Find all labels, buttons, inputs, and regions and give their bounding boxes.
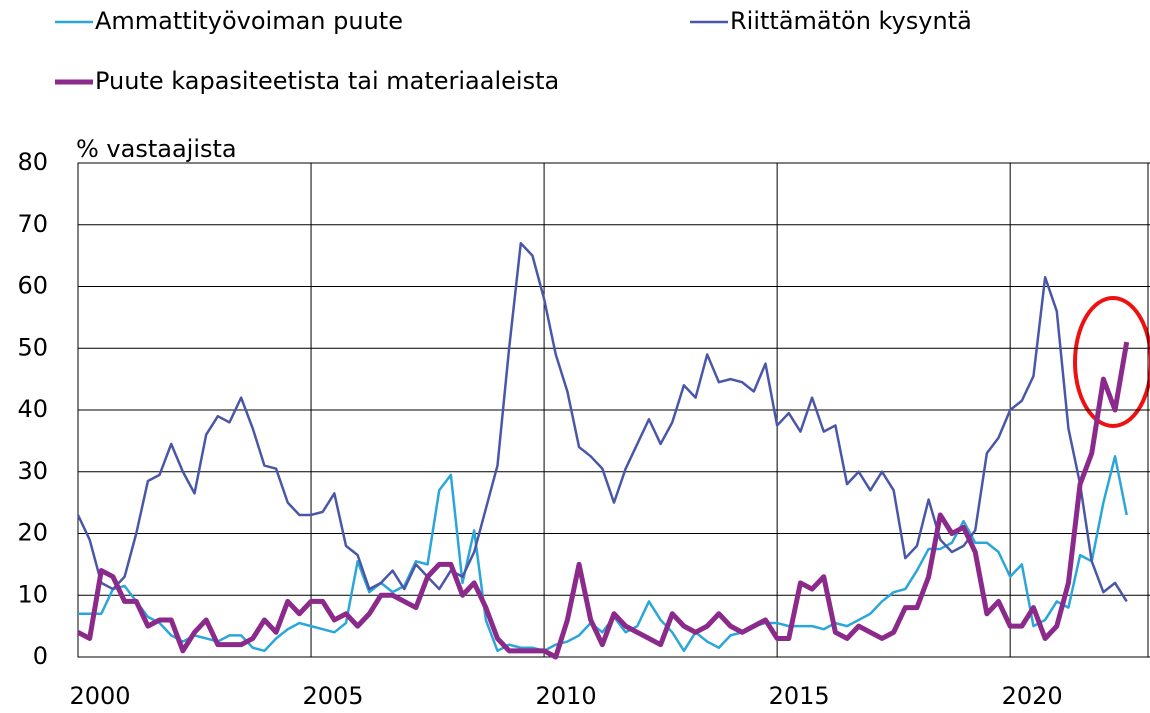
y-axis-label: % vastaajista <box>76 135 237 163</box>
x-tick-label: 2015 <box>769 682 830 710</box>
legend-label: Ammattityövoiman puute <box>95 7 403 35</box>
legend-label: Puute kapasiteetista tai materiaaleista <box>95 67 559 95</box>
y-tick-label: 60 <box>17 272 48 300</box>
x-tick-label: 2005 <box>303 682 364 710</box>
x-tick-label: 2010 <box>536 682 597 710</box>
y-tick-label: 0 <box>33 642 48 670</box>
series-line <box>78 455 1128 653</box>
legend-label: Riittämätön kysyntä <box>730 7 972 35</box>
y-tick-label: 10 <box>17 580 48 608</box>
highlight-circle <box>1073 296 1150 428</box>
series-line <box>76 242 1128 603</box>
y-tick-label: 20 <box>17 519 48 547</box>
y-tick-label: 50 <box>17 333 48 361</box>
y-tick-label: 40 <box>17 395 48 423</box>
plot-border <box>77 162 1149 658</box>
x-tick-label: 2000 <box>69 682 130 710</box>
series-line <box>76 341 1130 660</box>
y-tick-label: 70 <box>17 210 48 238</box>
y-tick-label: 80 <box>17 148 48 176</box>
x-tick-label: 2020 <box>1002 682 1063 710</box>
y-tick-label: 30 <box>17 457 48 485</box>
